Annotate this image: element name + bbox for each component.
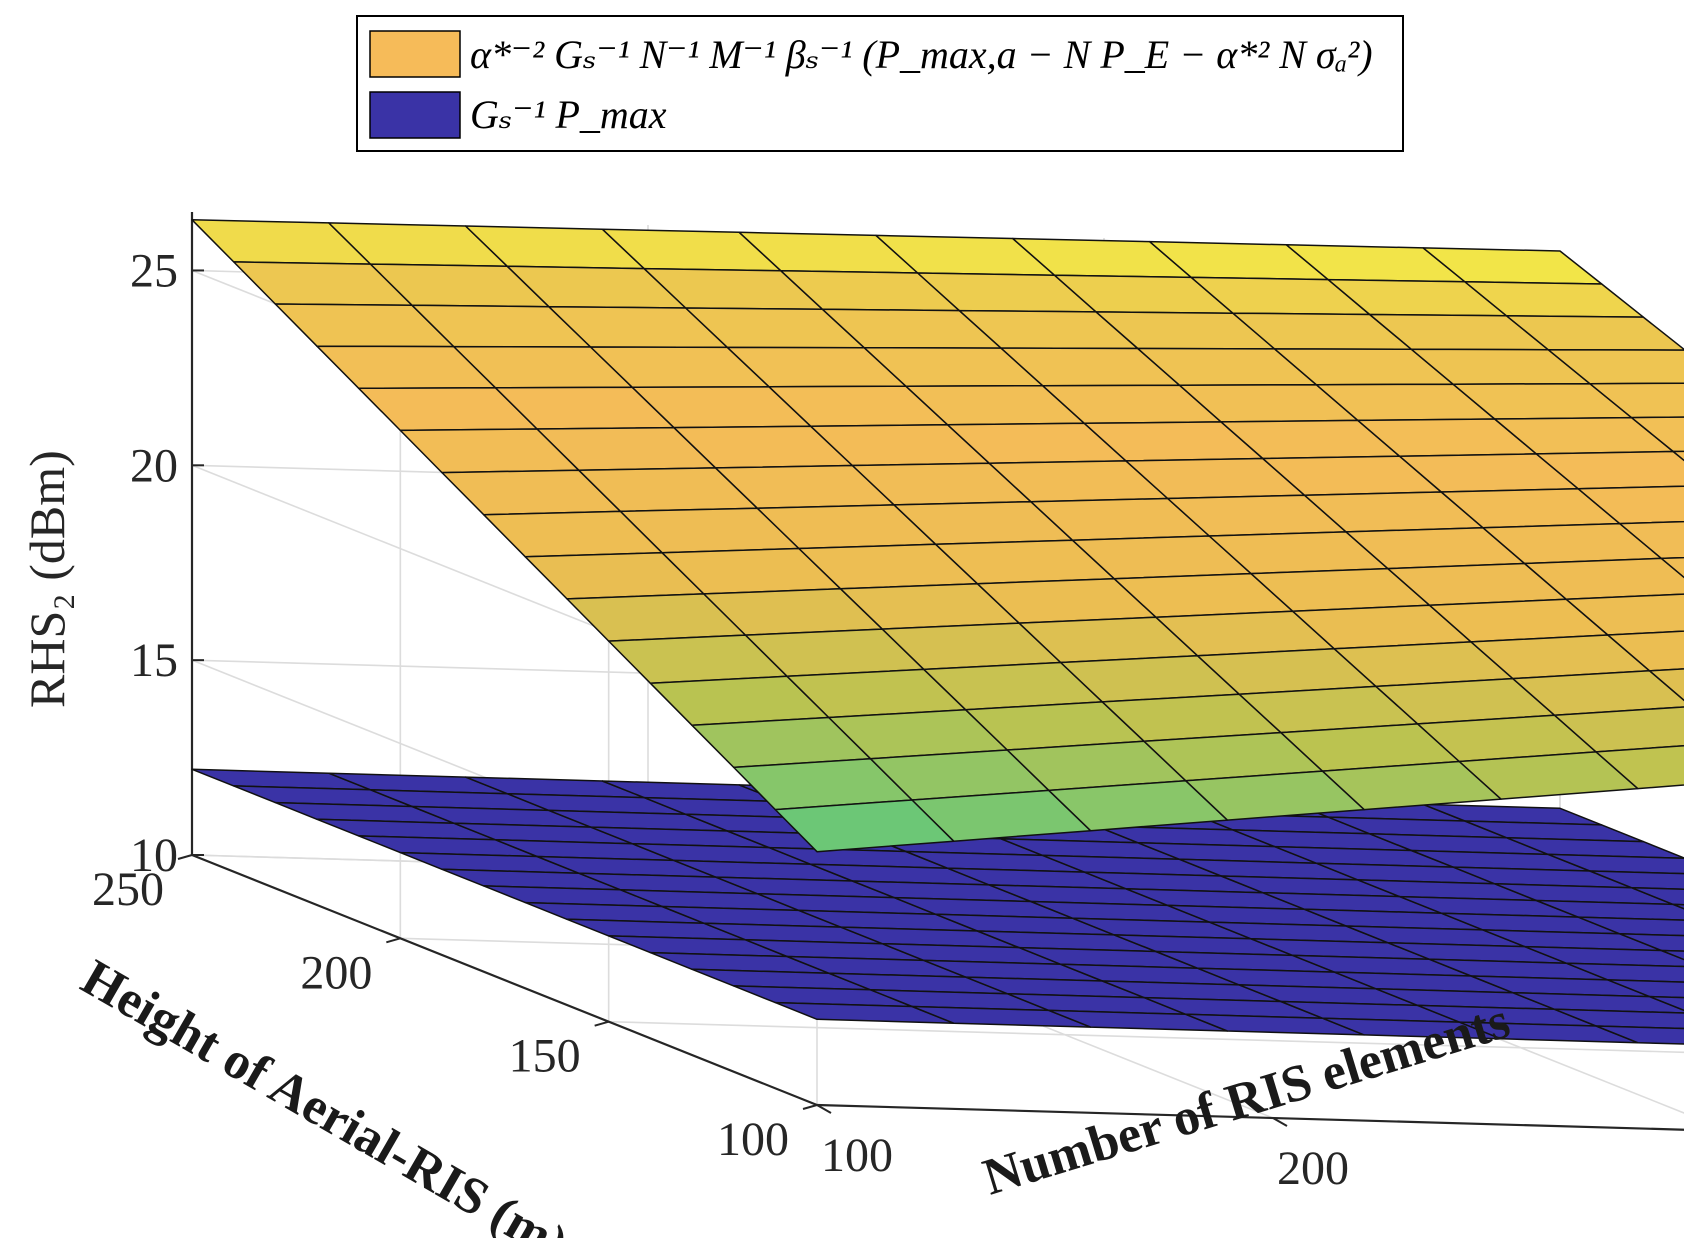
legend: α*⁻² Gₛ⁻¹ N⁻¹ M⁻¹ βₛ⁻¹ (P_max,a − N P_E …: [356, 15, 1404, 152]
flat-surface-patch: [1512, 991, 1684, 1014]
y-tick-label: 200: [300, 946, 372, 999]
y-tick-label: 250: [92, 863, 164, 916]
x-axis-line: [816, 1103, 1684, 1131]
upper-surface-patch: [1589, 382, 1684, 419]
flat-surface: [191, 768, 1684, 1045]
upper-surface-patch: [1630, 416, 1684, 453]
x-tick-mark: [816, 1104, 832, 1114]
y-tick-label: 150: [509, 1030, 581, 1083]
flat-surface-patch: [1607, 979, 1684, 999]
upper-surface-patch: [1618, 520, 1684, 560]
gridline-y-floor: [608, 1020, 1684, 1054]
x-tick-label: 200: [1277, 1142, 1349, 1195]
upper-surface-patch: [1672, 450, 1684, 462]
x-tick-label: 100: [821, 1129, 893, 1182]
tick-labels: 10152025100150200250100200300400: [92, 244, 1349, 1195]
y-tick-mark: [386, 937, 401, 944]
flat-surface-patch: [1618, 933, 1684, 952]
flat-surface-patch: [1505, 836, 1684, 860]
legend-label-flat: Gₛ⁻¹ P_max: [470, 92, 667, 137]
upper-surface: [191, 219, 1684, 853]
upper-surface-patch: [1565, 593, 1684, 636]
upper-surface-patch: [1595, 744, 1684, 790]
y-tick-mark: [177, 854, 193, 860]
flat-surface-patch: [1523, 945, 1684, 968]
upper-surface-patch: [1553, 706, 1684, 753]
upper-surface-patch: [1523, 557, 1684, 601]
z-tick-label: 15: [130, 634, 178, 687]
flat-surface-patch: [1535, 899, 1684, 921]
x-tick-mark: [1272, 1117, 1288, 1127]
legend-box: [356, 15, 1404, 152]
upper-surface-patch: [1535, 450, 1684, 490]
y-tick-label: 100: [717, 1113, 789, 1166]
flat-surface-patch: [1589, 870, 1684, 890]
z-tick-label: 10: [130, 829, 178, 882]
y-tick-mark: [802, 1104, 818, 1110]
legend-label-upper: α*⁻² Gₛ⁻¹ N⁻¹ M⁻¹ βₛ⁻¹ (P_max,a − N P_E …: [470, 32, 1373, 77]
flat-surface-patch: [1630, 886, 1684, 906]
upper-surface-patch: [1648, 668, 1684, 702]
legend-swatch-upper: [369, 30, 461, 78]
upper-surface-patch: [1607, 630, 1684, 672]
z-tick-label: 20: [130, 439, 178, 492]
upper-surface-patch: [1512, 670, 1684, 716]
flat-surface-patch: [1672, 903, 1684, 910]
flat-surface-patch: [1553, 1008, 1684, 1030]
legend-swatch-flat: [369, 91, 461, 139]
flat-surface-patch: [1648, 995, 1684, 1012]
flat-surface-patch: [1660, 949, 1684, 961]
flat-surface-patch: [1595, 1025, 1684, 1045]
y-axis-line: [191, 853, 818, 1107]
flat-surface-patch: [1547, 853, 1684, 875]
upper-surface-patch: [1547, 348, 1684, 385]
z-tick-label: 25: [130, 244, 178, 297]
flat-surface-patch: [1577, 916, 1684, 937]
z-axis-label: RHS₂ (dBm): [19, 450, 75, 708]
y-tick-mark: [594, 1020, 609, 1027]
upper-surface-patch: [1577, 485, 1684, 525]
upper-surface-patch: [1660, 556, 1684, 579]
upper-surface-patch: [1505, 315, 1684, 351]
flat-surface-patch: [1565, 962, 1684, 983]
